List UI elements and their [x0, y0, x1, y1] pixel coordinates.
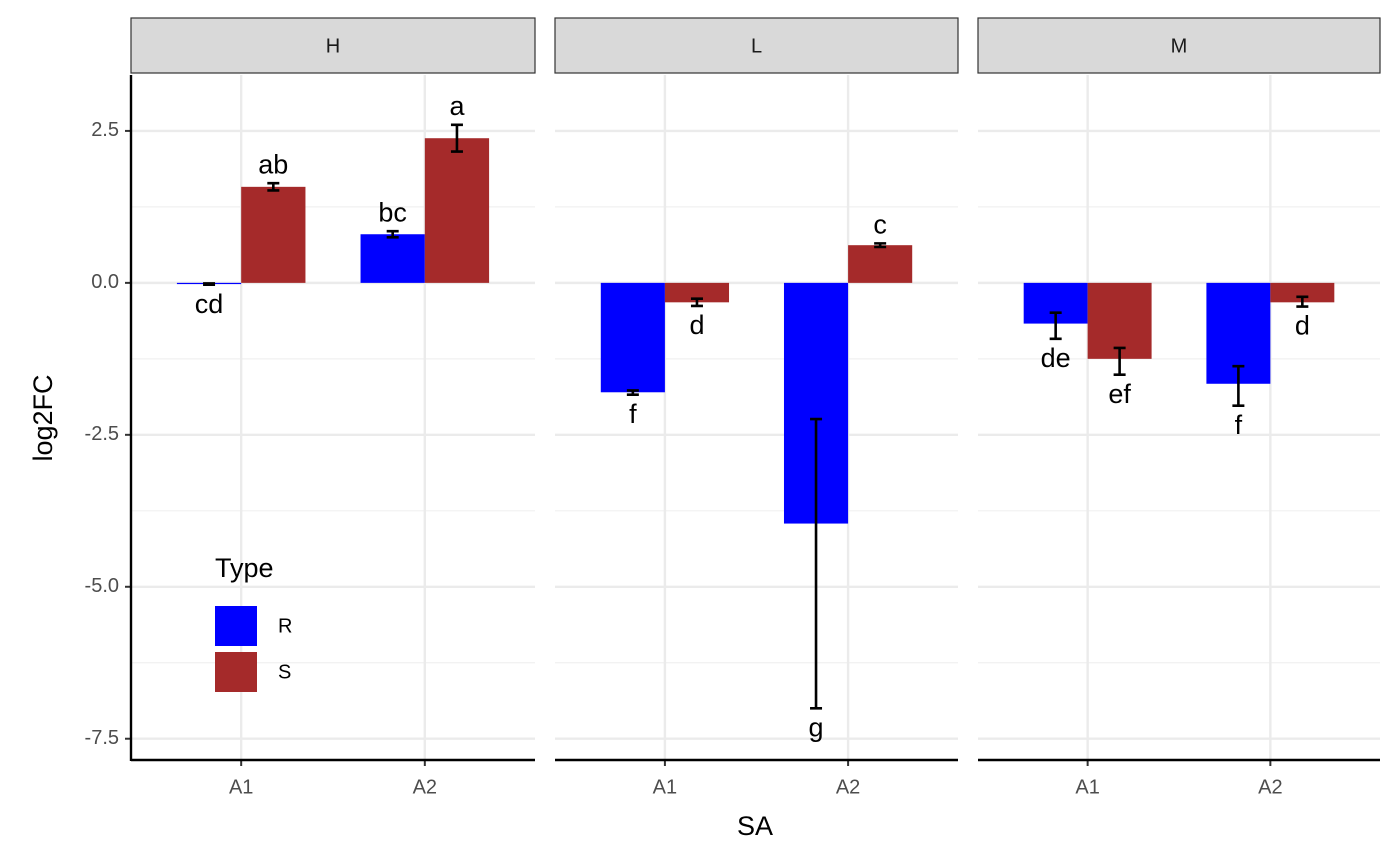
error-bar: [874, 242, 887, 249]
y-tick-label: 2.5: [91, 119, 119, 141]
strip: [977, 17, 1381, 74]
error-bar: [203, 282, 216, 286]
error-bar: [626, 389, 639, 397]
strip-label: L: [751, 35, 762, 57]
significance-label: d: [689, 310, 704, 340]
legend-key: [215, 652, 257, 692]
legend-label: R: [278, 615, 292, 637]
significance-label: d: [1295, 311, 1310, 341]
strip: [554, 17, 959, 74]
error-bar: [690, 297, 703, 308]
bar: [241, 186, 306, 283]
legend-title: Type: [215, 553, 274, 583]
y-tick-label: -7.5: [85, 727, 119, 749]
strip: [130, 17, 536, 74]
x-tick-label: A2: [413, 776, 437, 798]
y-tick-label: -5.0: [85, 575, 119, 597]
error-bar: [810, 417, 823, 710]
bar: [600, 282, 665, 393]
strip-label: M: [1171, 35, 1188, 57]
significance-label: g: [809, 712, 824, 742]
error-bar: [267, 181, 280, 192]
legend-key: [215, 606, 257, 646]
strip-label: H: [326, 35, 340, 57]
x-tick-label: A2: [836, 776, 860, 798]
y-axis-title: log2FC: [28, 374, 58, 461]
significance-label: de: [1041, 343, 1071, 373]
x-tick-label: A1: [229, 776, 253, 798]
x-tick-label: A2: [1258, 776, 1282, 798]
x-tick-label: A1: [653, 776, 677, 798]
y-tick-label: 0.0: [91, 271, 119, 293]
bar: [664, 282, 730, 303]
significance-label: c: [873, 209, 887, 239]
bar: [424, 138, 490, 283]
significance-label: f: [629, 399, 637, 429]
legend-label: S: [278, 661, 291, 683]
bar: [1087, 282, 1152, 359]
x-tick-label: A1: [1075, 776, 1099, 798]
error-bar: [1232, 364, 1245, 407]
error-bar: [1049, 311, 1062, 341]
significance-label: f: [1235, 410, 1243, 440]
error-bar: [386, 229, 399, 239]
bar: [848, 245, 913, 283]
significance-label: cd: [195, 289, 224, 319]
error-bar: [450, 123, 463, 153]
bar: [1270, 282, 1335, 303]
significance-label: bc: [378, 197, 407, 227]
bar: [360, 234, 425, 283]
error-bar: [1113, 346, 1126, 376]
significance-label: ef: [1108, 379, 1131, 409]
y-tick-label: -2.5: [85, 423, 119, 445]
significance-label: ab: [258, 149, 288, 179]
x-axis-title: SA: [737, 811, 773, 841]
error-bar: [1296, 295, 1309, 308]
significance-label: a: [449, 91, 465, 121]
